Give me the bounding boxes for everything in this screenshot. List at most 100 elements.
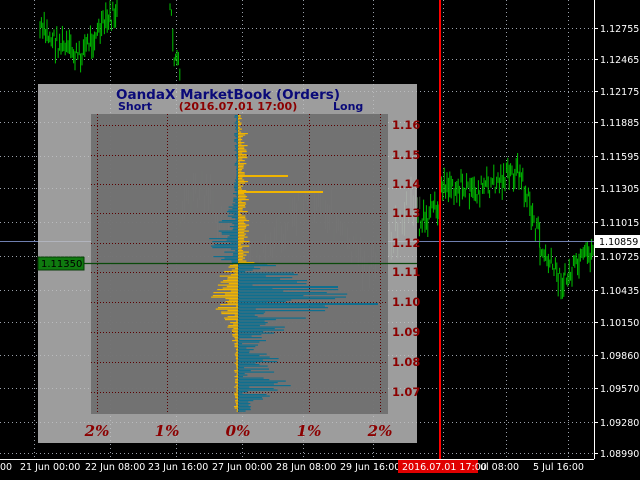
marketbook-bar-left <box>235 268 238 270</box>
price-axis-label: 1.12465 <box>600 55 639 66</box>
marketbook-bar-right <box>238 152 243 154</box>
marketbook-bar-right <box>238 188 242 190</box>
marketbook-bar-right <box>238 236 248 238</box>
marketbook-bar-right <box>238 181 248 183</box>
marketbook-bar-right <box>238 343 243 345</box>
marketbook-bar-left <box>223 280 238 282</box>
marketbook-bar-right <box>238 373 245 375</box>
marketbook-bar-right <box>238 250 244 252</box>
marketbook-bar-left <box>236 365 238 367</box>
marketbook-bar-left <box>235 395 238 397</box>
marketbook-bar-left <box>236 403 238 405</box>
marketbook-bar-left <box>232 254 238 256</box>
marketbook-bar-left <box>218 307 238 309</box>
marketbook-percent-label: 1% <box>297 422 322 440</box>
marketbook-level-label: 1.14 <box>392 177 420 191</box>
marketbook-bar-left <box>236 341 238 343</box>
marketbook-bar-left <box>235 400 238 402</box>
marketbook-bar-right <box>238 356 270 358</box>
price-axis-label: 1.10435 <box>600 286 639 297</box>
marketbook-bar-right <box>238 290 284 292</box>
marketbook-bar-left <box>236 169 238 171</box>
marketbook-bar-left <box>235 401 238 403</box>
marketbook-bar-left <box>229 212 238 214</box>
marketbook-bar-left <box>236 142 238 144</box>
marketbook-bar-right <box>238 209 243 211</box>
time-axis: 00 21 Jun 00:00 22 Jun 08:00 23 Jun 16:00 27… <box>0 459 594 473</box>
marketbook-bar-left <box>236 160 238 162</box>
marketbook-bar-right <box>238 380 286 382</box>
marketbook-bar-right <box>238 157 248 159</box>
marketbook-bar-left <box>225 319 238 321</box>
price-axis-label: 1.11595 <box>600 152 639 163</box>
marketbook-bar-right <box>238 319 276 321</box>
marketbook-bar-right <box>238 212 240 214</box>
marketbook-bar-left <box>219 275 238 277</box>
marketbook-bar-left <box>230 242 238 244</box>
marketbook-bar-left <box>224 257 238 259</box>
marketbook-bar-right <box>238 169 243 171</box>
marketbook-bar-left <box>234 145 238 147</box>
marketbook-bar-right <box>238 361 278 363</box>
marketbook-bar-right <box>238 271 246 273</box>
marketbook-bar-left <box>232 200 238 202</box>
marketbook-bar-right <box>238 401 249 403</box>
marketbook-bar-left <box>236 373 238 375</box>
marketbook-bar-left <box>229 265 238 267</box>
marketbook-bar-left <box>210 245 238 247</box>
marketbook-bar-right <box>238 166 244 168</box>
marketbook-bar-right <box>238 193 245 195</box>
marketbook-bar-right <box>238 259 243 261</box>
marketbook-bar-left <box>232 335 238 337</box>
marketbook-bar-right <box>238 367 245 369</box>
marketbook-bar-right <box>238 233 247 235</box>
marketbook-bar-left <box>234 314 238 316</box>
marketbook-bar-right <box>238 376 243 378</box>
marketbook-bar-left <box>220 304 238 306</box>
marketbook-bar-left <box>224 293 238 295</box>
marketbook-bar-right <box>238 284 253 286</box>
marketbook-bar-right <box>238 398 263 400</box>
marketbook-bar-left <box>234 362 238 364</box>
marketbook-panel[interactable]: 1.11350 OandaX MarketBook (Orders) Short… <box>37 84 420 443</box>
marketbook-bar-right <box>238 187 241 189</box>
time-axis-label: 5 Jul 16:00 <box>533 462 584 473</box>
marketbook-bar-right <box>238 160 245 162</box>
marketbook-bar-left <box>236 356 238 358</box>
marketbook-level-label: 1.10 <box>392 295 420 309</box>
marketbook-bar-right <box>238 220 250 222</box>
marketbook-bar-right <box>238 262 255 264</box>
marketbook-bar-left <box>235 128 238 130</box>
marketbook-bar-left <box>236 191 238 193</box>
marketbook-bar-left <box>233 227 238 229</box>
marketbook-bar-left <box>234 346 238 348</box>
marketbook-bar-left <box>228 206 238 208</box>
marketbook-bar-left <box>235 218 238 220</box>
price-axis-label: 1.08990 <box>600 449 639 460</box>
marketbook-bar-left <box>234 371 238 373</box>
marketbook-bar-right <box>238 223 246 225</box>
marketbook-bar-left <box>231 217 238 219</box>
marketbook-bar-left <box>209 238 238 240</box>
marketbook-bar-left <box>234 224 238 226</box>
marketbook-bar-right <box>238 281 297 283</box>
marketbook-bar-left <box>234 116 238 118</box>
marketbook-bar-left <box>234 182 238 184</box>
marketbook-bar-left <box>236 176 238 178</box>
price-axis: 1.12755 1.12465 1.12175 1.11885 1.11595 1.113… <box>594 0 640 460</box>
marketbook-bar-left <box>234 133 238 135</box>
marketbook-bar-right <box>238 251 249 253</box>
marketbook-bar-right <box>238 154 247 156</box>
marketbook-bar-left <box>234 337 238 339</box>
marketbook-bar-left <box>230 290 238 292</box>
marketbook-bar-right <box>238 142 245 144</box>
marketbook-bar-left <box>235 379 238 381</box>
marketbook-bar-right <box>238 371 275 373</box>
marketbook-bar-left <box>220 281 238 283</box>
marketbook-percent-label: 1% <box>155 422 180 440</box>
marketbook-bar-spike <box>238 191 323 193</box>
marketbook-bar-right <box>238 328 275 330</box>
marketbook-bar-left <box>227 316 238 318</box>
marketbook-bar-left <box>236 167 238 169</box>
